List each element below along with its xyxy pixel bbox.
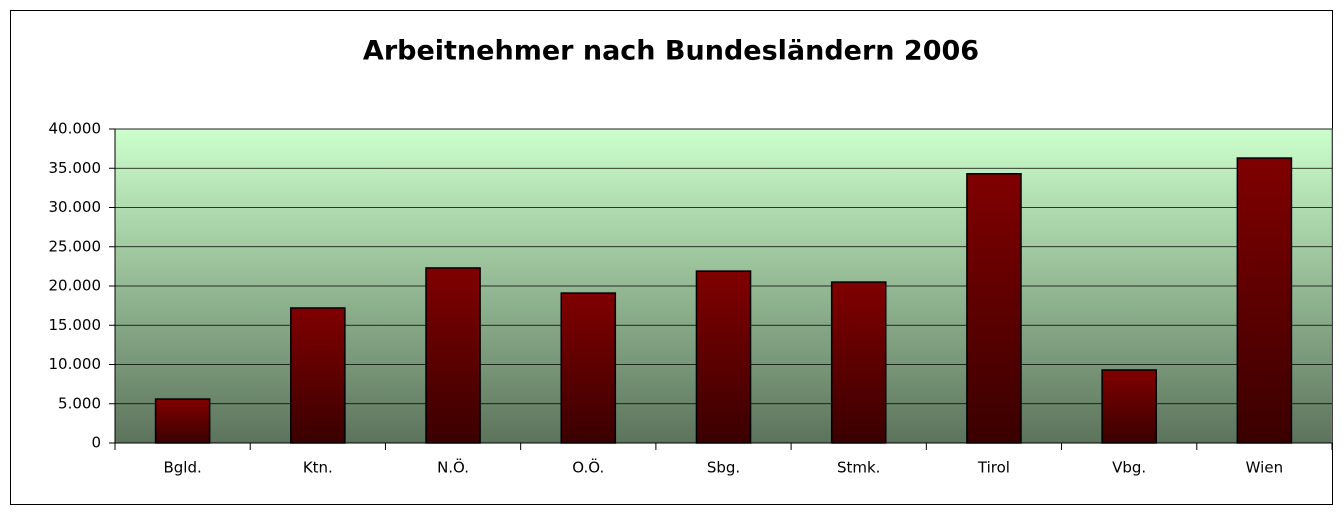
bar — [1101, 369, 1157, 444]
x-tick-label: O.Ö. — [572, 458, 604, 477]
x-tick-label: Ktn. — [303, 459, 333, 477]
bar — [290, 307, 346, 444]
x-tick-label: Wien — [1246, 459, 1283, 477]
x-tick-label: Vbg. — [1112, 459, 1146, 477]
bar — [425, 267, 481, 444]
x-tick-label: Sbg. — [707, 459, 740, 477]
bar — [966, 172, 1022, 444]
x-tick-label: Bgld. — [163, 459, 201, 477]
chart-title: Arbeitnehmer nach Bundesländern 2006 — [363, 36, 979, 67]
bar — [154, 398, 211, 444]
y-tick-label: 5.000 — [58, 394, 101, 412]
y-tick-label: 10.000 — [49, 355, 102, 373]
y-tick-label: 40.000 — [49, 120, 102, 138]
bar — [1236, 157, 1293, 444]
y-tick-label: 0 — [91, 434, 101, 452]
y-tick-label: 25.000 — [49, 237, 102, 255]
y-tick-label: 30.000 — [49, 198, 102, 216]
x-tick-label: Stmk. — [837, 459, 880, 477]
y-tick-label: 15.000 — [49, 316, 102, 334]
y-tick-label: 35.000 — [49, 159, 102, 177]
y-tick-label: 20.000 — [49, 277, 102, 295]
x-tick-label: Tirol — [977, 459, 1010, 477]
bar — [695, 270, 752, 444]
bar — [830, 281, 887, 444]
x-tick-label: N.Ö. — [437, 458, 469, 477]
bar — [560, 292, 617, 444]
